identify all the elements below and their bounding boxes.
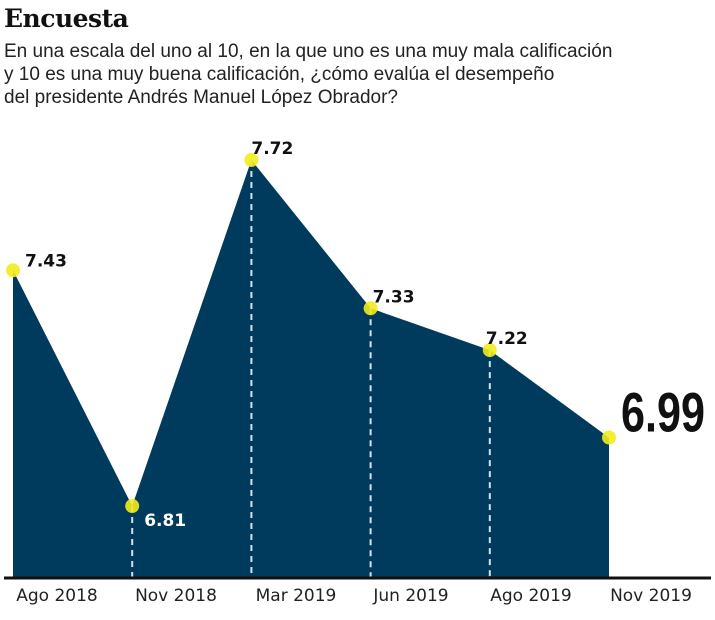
value-label: 7.33 xyxy=(373,287,415,307)
data-point xyxy=(363,301,378,316)
x-tick-label: Jun 2019 xyxy=(372,586,448,606)
data-point xyxy=(602,430,616,445)
area-fill xyxy=(13,160,609,578)
value-label: 6.99 xyxy=(621,381,705,444)
value-label: 7.22 xyxy=(486,329,528,349)
x-tick-label: Nov 2018 xyxy=(135,586,217,606)
data-point xyxy=(6,263,20,278)
x-tick-label: Mar 2019 xyxy=(256,586,337,606)
x-tick-label: Nov 2019 xyxy=(610,586,692,606)
data-point xyxy=(244,153,259,167)
subtitle-line: del presidente Andrés Manuel López Obrad… xyxy=(4,87,398,108)
subtitle-line: y 10 es una muy buena calificación, ¿cóm… xyxy=(4,64,555,85)
value-label: 7.43 xyxy=(25,251,67,271)
value-label: 7.72 xyxy=(251,139,293,159)
value-label: 6.81 xyxy=(144,511,186,531)
x-tick-label: Ago 2018 xyxy=(16,586,98,606)
subtitle-line: En una escala del uno al 10, en la que u… xyxy=(4,41,613,62)
data-point xyxy=(125,499,140,513)
chart-subtitle: En una escala del uno al 10, en la que u… xyxy=(4,40,704,109)
x-tick-label: Ago 2019 xyxy=(490,586,572,606)
data-point xyxy=(482,343,497,358)
chart-title: Encuesta xyxy=(4,4,129,33)
